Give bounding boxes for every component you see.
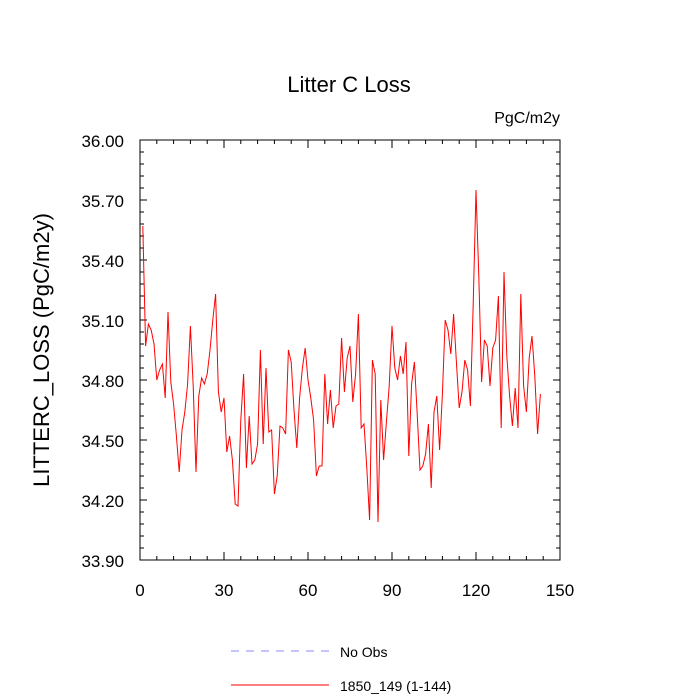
x-tick-label: 60	[299, 581, 318, 600]
x-tick-label: 0	[135, 581, 144, 600]
y-tick-label: 34.50	[81, 432, 124, 451]
series-line-1850-149	[142, 189, 541, 523]
x-tick-label: 30	[215, 581, 234, 600]
x-tick-label: 90	[383, 581, 402, 600]
y-axis-label: LITTERC_LOSS (PgC/m2y)	[29, 213, 54, 487]
y-tick-label: 35.70	[81, 192, 124, 211]
y-tick-label: 35.10	[81, 312, 124, 331]
y-axis: 33.90 34.20 34.50 34.80 35.10 35.40 35.70 36.00	[81, 132, 560, 571]
y-tick-label: 35.40	[81, 252, 124, 271]
legend: No Obs 1850_149 (1-144)	[231, 644, 451, 694]
legend-label-1850-149: 1850_149 (1-144)	[340, 678, 451, 694]
x-tick-label: 120	[462, 581, 490, 600]
chart-title: Litter C Loss	[287, 72, 411, 97]
units-label: PgC/m2y	[494, 110, 560, 127]
y-tick-label: 34.20	[81, 492, 124, 511]
legend-label-no-obs: No Obs	[340, 644, 387, 660]
plot-frame	[139, 139, 561, 561]
x-axis: 0 30 60 90 120 150	[135, 140, 574, 600]
x-tick-label: 150	[546, 581, 574, 600]
y-tick-label: 34.80	[81, 372, 124, 391]
y-tick-label: 36.00	[81, 132, 124, 151]
y-tick-label: 33.90	[81, 552, 124, 571]
